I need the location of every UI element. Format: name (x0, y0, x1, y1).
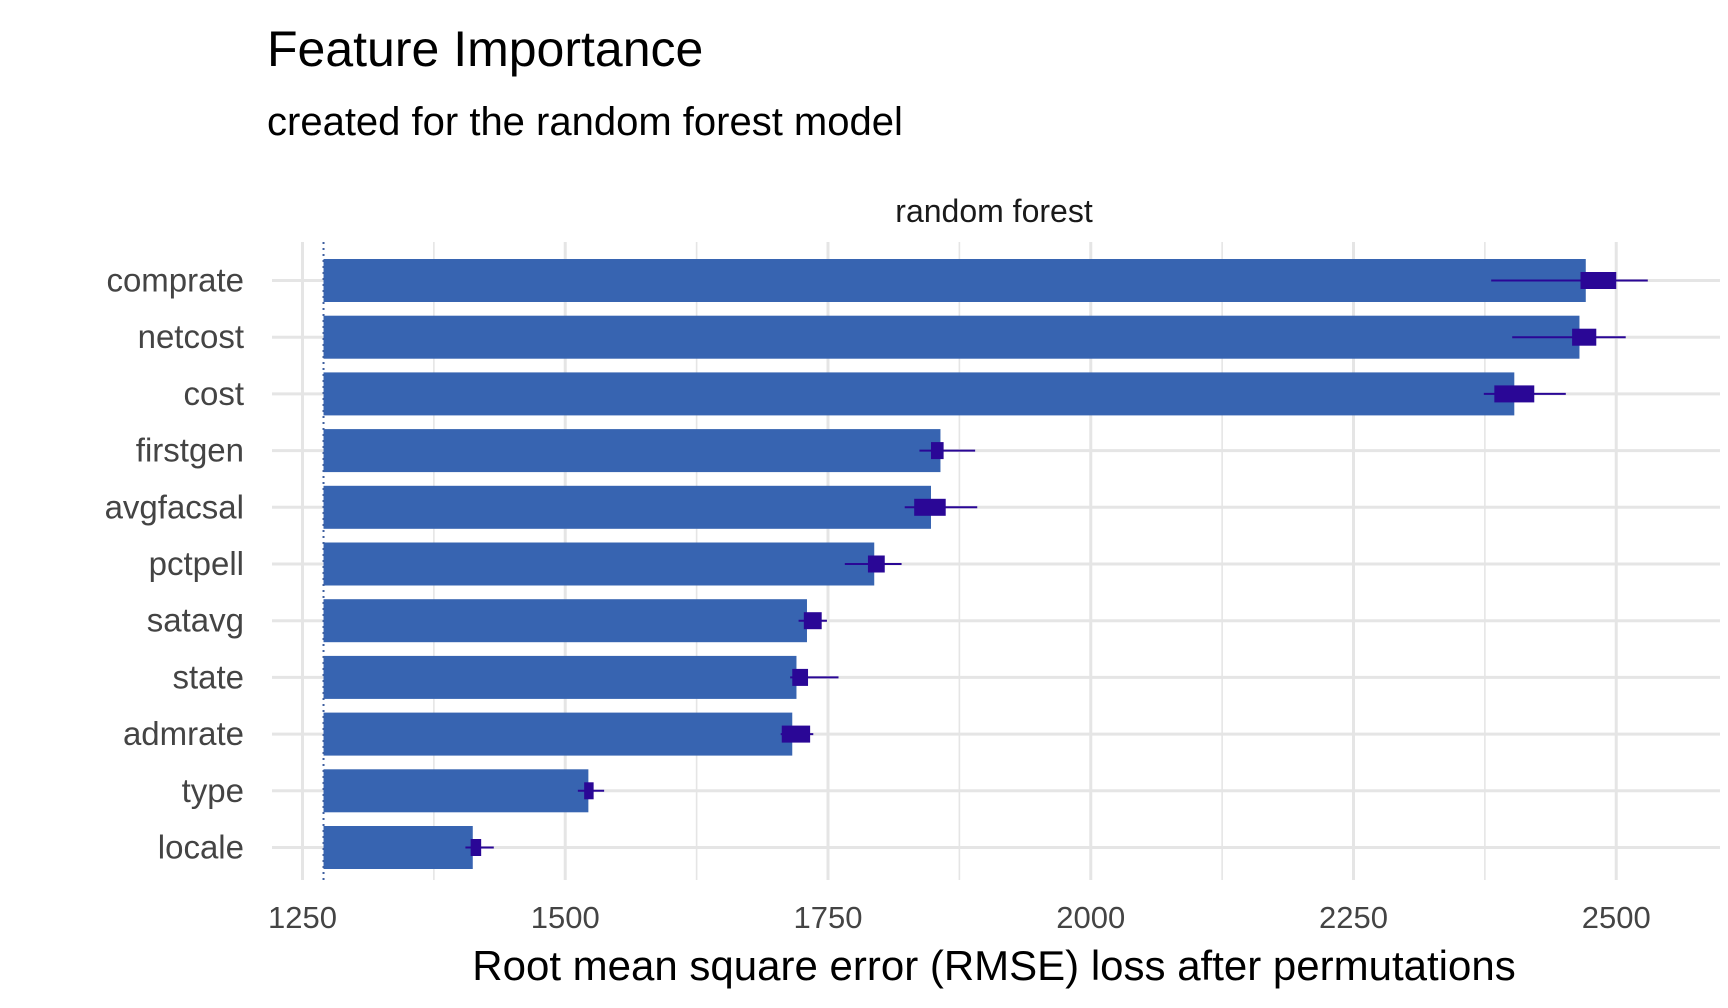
whiskers (465, 272, 1648, 856)
y-tick-label: avgfacsal (105, 488, 244, 525)
bar-avgfacsal (323, 485, 931, 529)
panel-label: random forest (895, 193, 1093, 229)
whisker-box-firstgen (930, 442, 944, 460)
y-tick-label: type (182, 772, 244, 809)
bars (323, 259, 1586, 869)
chart-subtitle: created for the random forest model (267, 100, 903, 144)
whisker-box-comprate (1580, 272, 1617, 289)
x-tick-label: 1500 (531, 900, 600, 935)
bar-locale (323, 826, 473, 869)
whisker-box-admrate (781, 725, 811, 743)
x-axis-labels: 1250 1500 1750 2000 2250 2500 (268, 900, 1651, 935)
y-tick-label: pctpell (149, 545, 244, 582)
chart-title: Feature Importance (267, 21, 703, 77)
bar-comprate (323, 259, 1586, 302)
x-tick-label: 1250 (268, 900, 337, 935)
whisker-box-type (584, 782, 594, 800)
y-axis-labels: comprate netcost cost firstgen avgfacsal pctp… (105, 262, 244, 866)
y-tick-label: comprate (106, 262, 244, 299)
bar-pctpell (323, 542, 875, 586)
x-tick-label: 2500 (1582, 900, 1651, 935)
y-tick-label: admrate (123, 715, 244, 752)
x-axis-title: Root mean square error (RMSE) loss after… (472, 942, 1515, 989)
whisker-box-locale (470, 839, 482, 856)
whisker-box-pctpell (867, 555, 885, 573)
y-tick-label: cost (183, 375, 244, 412)
y-tick-label: satavg (147, 602, 244, 639)
x-tick-label: 2250 (1319, 900, 1388, 935)
y-tick-label: netcost (138, 318, 244, 355)
x-tick-label: 2000 (1056, 900, 1125, 935)
bar-cost (323, 372, 1515, 416)
whisker-box-avgfacsal (914, 498, 946, 516)
whisker-box-satavg (803, 612, 822, 630)
bar-state (323, 655, 797, 699)
whisker-box-state (792, 668, 809, 686)
x-tick-label: 1750 (794, 900, 863, 935)
whisker-box-cost (1494, 385, 1535, 403)
whisker-box-netcost (1572, 328, 1597, 346)
bar-firstgen (323, 429, 941, 473)
bar-admrate (323, 712, 793, 756)
y-tick-label: locale (158, 829, 244, 866)
y-tick-label: firstgen (136, 432, 244, 469)
y-tick-label: state (172, 658, 244, 695)
bar-type (323, 769, 589, 813)
bar-netcost (323, 315, 1580, 359)
bar-satavg (323, 599, 807, 643)
